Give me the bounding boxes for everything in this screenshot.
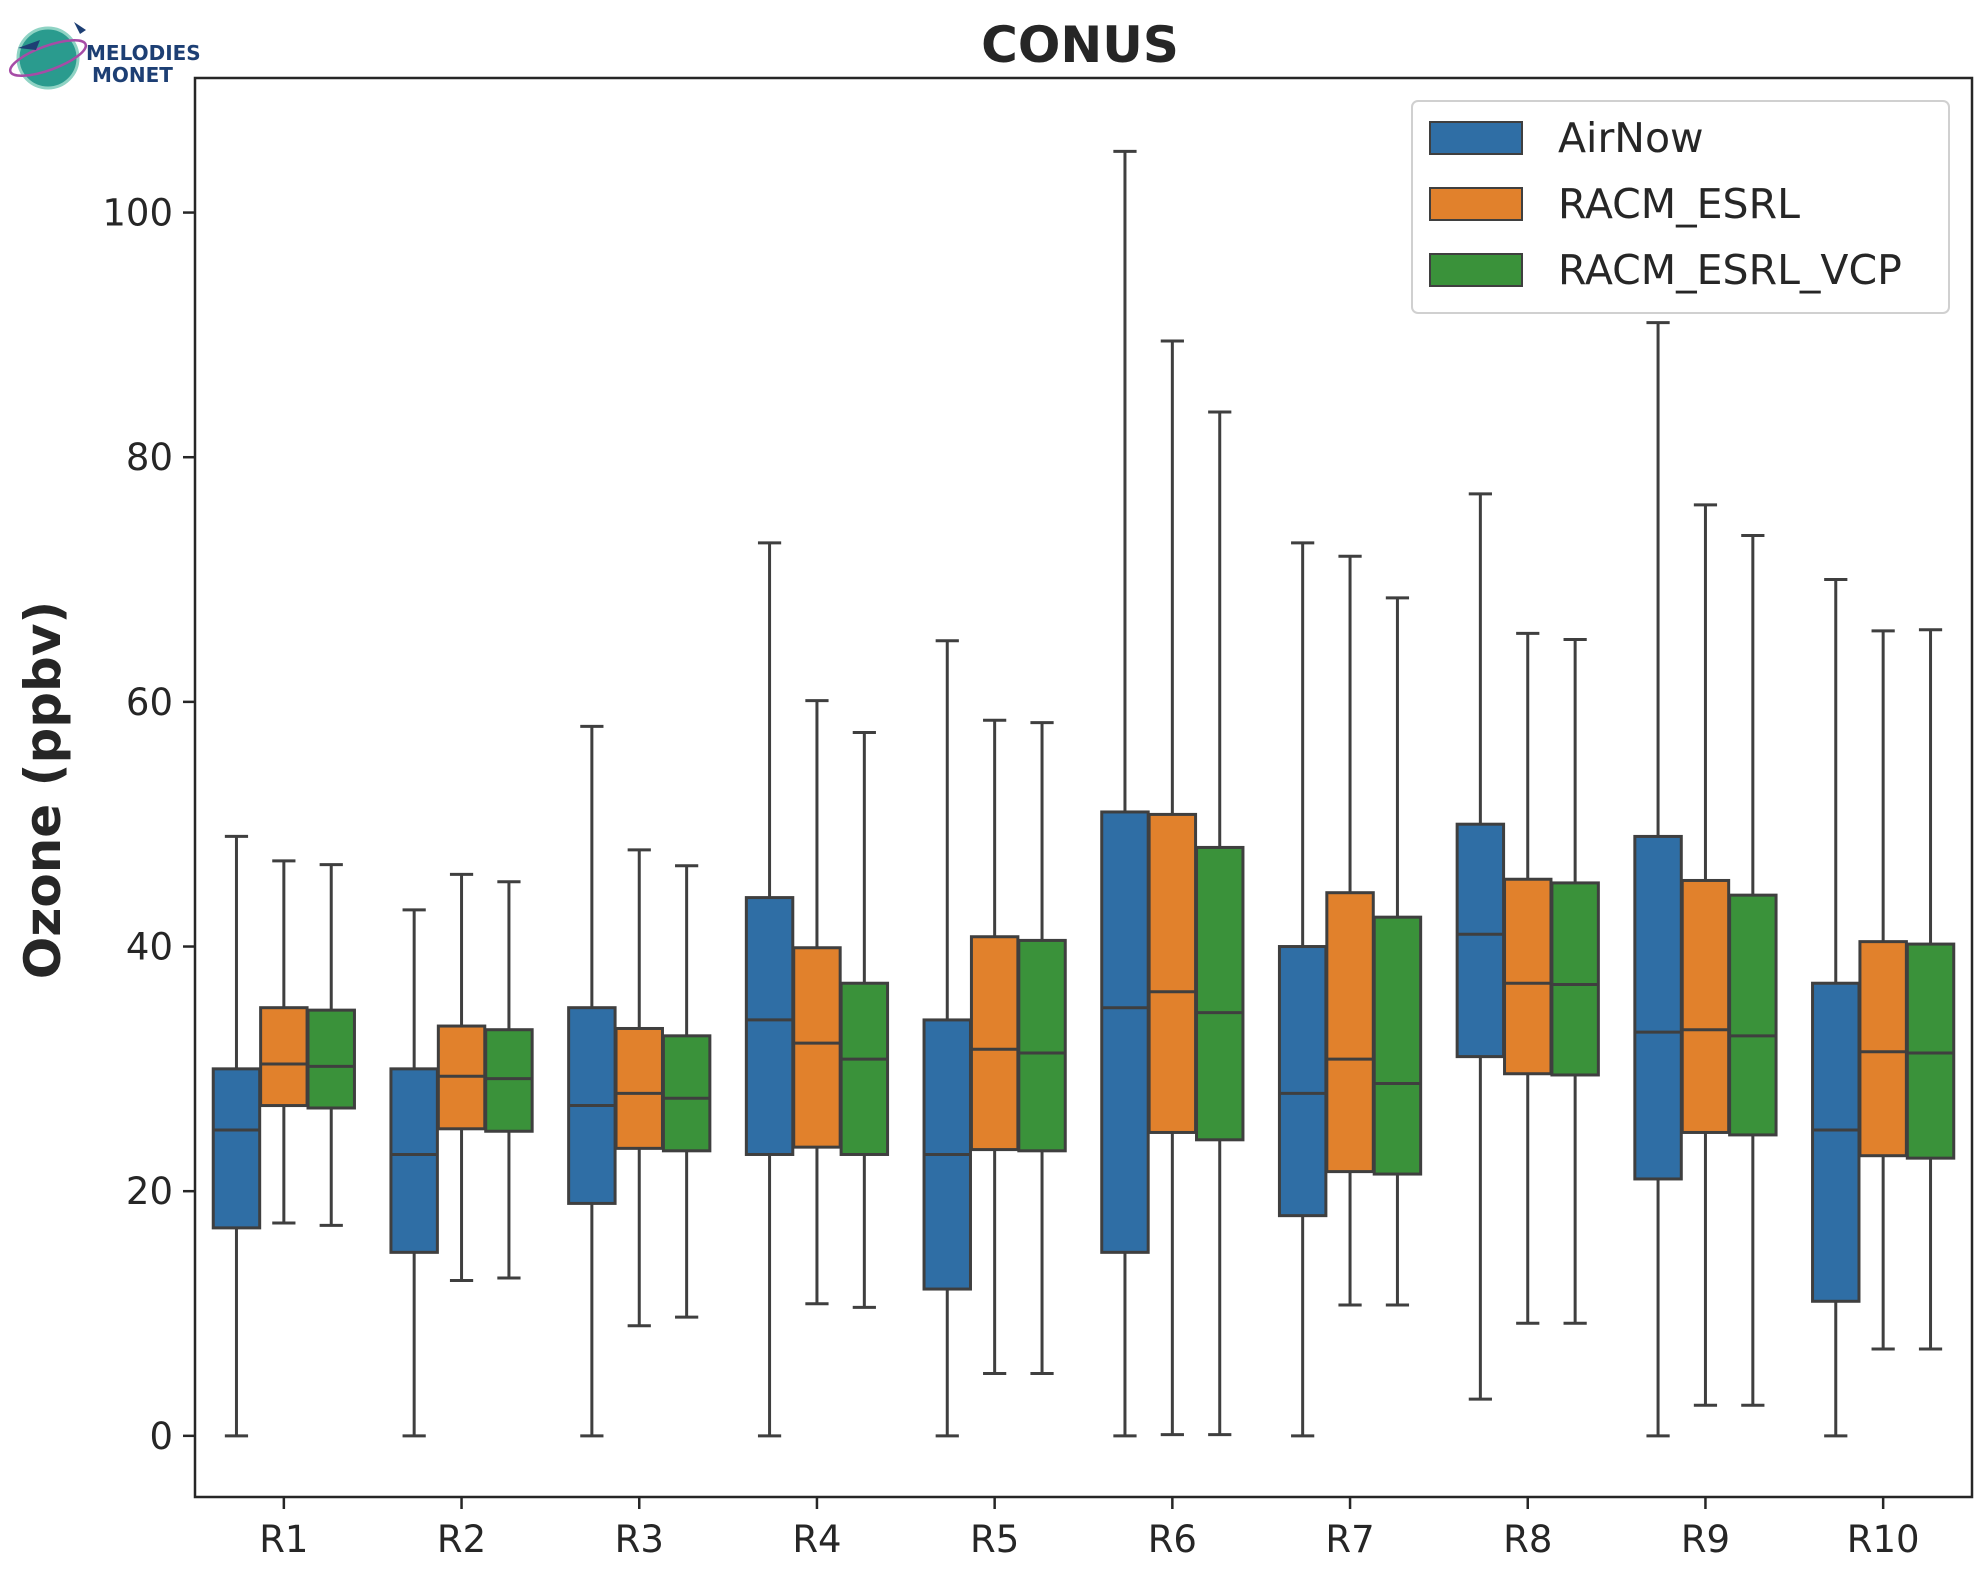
y-tick-label: 0 [149, 1415, 173, 1458]
legend-swatch [1429, 253, 1523, 287]
plot-area [211, 149, 1956, 1438]
box-AirNow-R6 [1100, 149, 1150, 1438]
legend-item-AirNow: AirNow [1429, 114, 1704, 162]
box-iqr [839, 981, 890, 1156]
y-tick-label: 60 [126, 681, 173, 724]
legend-item-RACM_ESRL: RACM_ESRL [1429, 180, 1800, 228]
x-tick-label: R1 [259, 1518, 308, 1561]
box-iqr [1325, 891, 1375, 1174]
box-iqr [1550, 881, 1600, 1077]
box-iqr [1277, 945, 1328, 1218]
x-tick-label: R4 [792, 1518, 841, 1561]
x-tick-label: R6 [1148, 1518, 1197, 1561]
box-iqr [389, 1067, 439, 1254]
legend-swatch [1429, 121, 1523, 155]
logo-line1: MELODIES [86, 41, 201, 65]
logo-plane-icon [18, 40, 40, 50]
box-RACM_ESRL-R10 [1858, 629, 1908, 1351]
box-iqr [211, 1067, 262, 1230]
box-iqr [1372, 915, 1423, 1176]
box-RACM_ESRL_VCP-R7 [1372, 596, 1423, 1307]
box-RACM_ESRL-R3 [614, 848, 664, 1328]
box-RACM_ESRL_VCP-R5 [1017, 721, 1067, 1375]
y-axis-label: Ozone (ppbv) [14, 601, 72, 980]
box-iqr [744, 896, 795, 1156]
box-iqr [969, 935, 1020, 1152]
box-iqr [792, 946, 842, 1149]
box-iqr [259, 1006, 309, 1108]
box-iqr [1147, 812, 1198, 1134]
box-iqr [484, 1028, 534, 1133]
x-tick-label: R2 [437, 1518, 486, 1561]
box-RACM_ESRL-R4 [792, 699, 842, 1306]
box-RACM_ESRL-R7 [1325, 554, 1375, 1307]
box-RACM_ESRL-R9 [1680, 503, 1731, 1407]
box-RACM_ESRL-R5 [969, 718, 1020, 1375]
box-iqr [306, 1008, 356, 1110]
y-tick-label: 20 [126, 1170, 173, 1213]
x-tick-label: R9 [1681, 1518, 1730, 1561]
box-RACM_ESRL-R1 [259, 859, 309, 1225]
box-iqr [1100, 810, 1150, 1254]
plot-frame [193, 76, 1974, 1499]
box-AirNow-R2 [389, 908, 439, 1438]
y-tick-label: 100 [102, 192, 173, 235]
box-iqr [1728, 893, 1778, 1137]
box-iqr [1195, 845, 1245, 1142]
box-iqr [1811, 981, 1861, 1303]
legend-box [1411, 100, 1950, 314]
x-tick-label: R5 [970, 1518, 1019, 1561]
box-RACM_ESRL_VCP-R6 [1195, 410, 1245, 1437]
box-RACM_ESRL_VCP-R1 [306, 863, 356, 1227]
box-AirNow-R8 [1455, 492, 1506, 1401]
legend-label: AirNow [1558, 114, 1704, 162]
x-tick-label: R3 [615, 1518, 664, 1561]
box-RACM_ESRL-R2 [436, 872, 487, 1282]
y-tick-label: 40 [126, 926, 173, 969]
box-AirNow-R9 [1633, 321, 1683, 1438]
box-AirNow-R5 [922, 639, 972, 1438]
box-iqr [1455, 822, 1506, 1059]
box-iqr [1905, 942, 1956, 1160]
box-iqr [1680, 878, 1731, 1134]
box-RACM_ESRL_VCP-R3 [661, 864, 712, 1319]
box-RACM_ESRL_VCP-R9 [1728, 534, 1778, 1407]
box-AirNow-R10 [1811, 578, 1861, 1438]
box-RACM_ESRL-R8 [1503, 631, 1553, 1325]
melodies-monet-logo: MELODIES MONET [8, 22, 201, 90]
logo-line2: MONET [92, 63, 173, 87]
logo-satellite-icon [74, 22, 86, 34]
box-RACM_ESRL_VCP-R4 [839, 730, 890, 1309]
box-iqr [614, 1026, 664, 1150]
box-AirNow-R7 [1277, 541, 1328, 1438]
logo-orbit-icon [8, 39, 88, 77]
chart-title: CONUS [981, 16, 1179, 74]
box-iqr [1633, 834, 1683, 1181]
legend-swatch [1429, 187, 1523, 221]
legend-item-RACM_ESRL_VCP: RACM_ESRL_VCP [1429, 246, 1902, 294]
legend: AirNow RACM_ESRL RACM_ESRL_VCP [1411, 100, 1950, 314]
legend-label: RACM_ESRL [1558, 180, 1800, 228]
box-iqr [1503, 877, 1553, 1076]
box-RACM_ESRL_VCP-R2 [484, 880, 534, 1280]
box-iqr [1858, 940, 1908, 1158]
box-AirNow-R4 [744, 541, 795, 1438]
x-tick-label: R7 [1325, 1518, 1374, 1561]
box-iqr [1017, 938, 1067, 1153]
y-tick-label: 80 [126, 436, 173, 479]
box-RACM_ESRL_VCP-R8 [1550, 637, 1600, 1325]
box-RACM_ESRL_VCP-R10 [1905, 628, 1956, 1351]
box-iqr [661, 1034, 712, 1153]
box-AirNow-R1 [211, 834, 262, 1438]
box-AirNow-R3 [567, 724, 617, 1438]
legend-label: RACM_ESRL_VCP [1558, 246, 1902, 294]
x-tick-label: R10 [1847, 1518, 1920, 1561]
x-tick-label: R8 [1503, 1518, 1552, 1561]
axes: 0 20 40 60 80 100 R1 R2 R3 R4 R5 R6 R7 R8 R9 R10 [102, 76, 1974, 1561]
